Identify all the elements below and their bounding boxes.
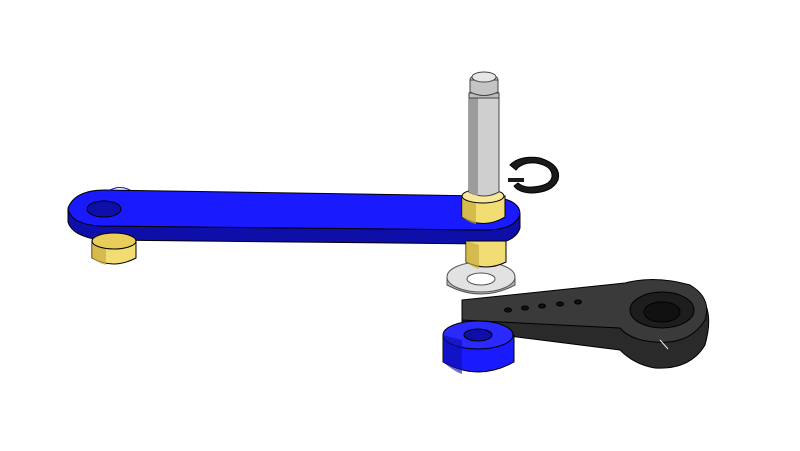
black-servo-horn <box>461 278 710 369</box>
steel-pin <box>468 71 500 197</box>
horn-holes <box>504 299 582 313</box>
brass-bushing-lower <box>465 240 507 269</box>
e-clip <box>508 156 560 194</box>
blue-spacer <box>442 320 515 374</box>
blue-link-arm <box>67 187 521 245</box>
brass-bushing-left <box>91 232 137 265</box>
steel-washer <box>446 261 516 295</box>
